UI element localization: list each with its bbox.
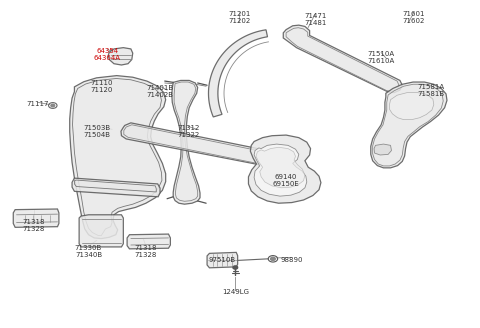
Polygon shape <box>72 178 160 197</box>
Polygon shape <box>259 161 275 172</box>
Polygon shape <box>70 76 166 238</box>
Polygon shape <box>79 215 123 247</box>
Polygon shape <box>256 147 305 188</box>
Text: 71581A
71581B: 71581A 71581B <box>417 84 444 97</box>
Text: 71117: 71117 <box>26 101 49 107</box>
Polygon shape <box>13 209 59 227</box>
Polygon shape <box>207 253 238 268</box>
Text: 71318
71328: 71318 71328 <box>135 245 157 258</box>
Polygon shape <box>371 82 447 168</box>
Text: 71401B
71402B: 71401B 71402B <box>146 85 174 98</box>
Circle shape <box>271 257 275 260</box>
Text: 98890: 98890 <box>280 256 303 263</box>
Polygon shape <box>127 234 170 249</box>
Polygon shape <box>108 48 133 65</box>
Polygon shape <box>374 144 392 155</box>
Text: 1249LG: 1249LG <box>222 289 249 295</box>
Text: 71330B
71340B: 71330B 71340B <box>75 245 102 258</box>
Text: 71601
71602: 71601 71602 <box>403 11 425 24</box>
Polygon shape <box>121 123 268 165</box>
Polygon shape <box>283 25 402 92</box>
Text: 71312
71322: 71312 71322 <box>177 125 200 138</box>
Text: 64354
64364A: 64354 64364A <box>94 48 121 61</box>
Text: 71471
71481: 71471 71481 <box>304 13 326 26</box>
Polygon shape <box>390 92 434 120</box>
Text: 71510A
71610A: 71510A 71610A <box>368 51 395 65</box>
Text: 97510B: 97510B <box>209 256 236 263</box>
Polygon shape <box>208 30 267 117</box>
Circle shape <box>51 104 55 107</box>
Text: 71110
71120: 71110 71120 <box>90 80 112 93</box>
Text: 71503B
71504B: 71503B 71504B <box>83 125 110 138</box>
Circle shape <box>233 266 238 269</box>
Polygon shape <box>249 135 321 203</box>
Text: 69140
69150E: 69140 69150E <box>273 174 300 187</box>
Text: 71201
71202: 71201 71202 <box>229 11 251 24</box>
Polygon shape <box>254 144 307 196</box>
Text: 71318
71328: 71318 71328 <box>23 219 45 232</box>
Polygon shape <box>172 80 200 204</box>
